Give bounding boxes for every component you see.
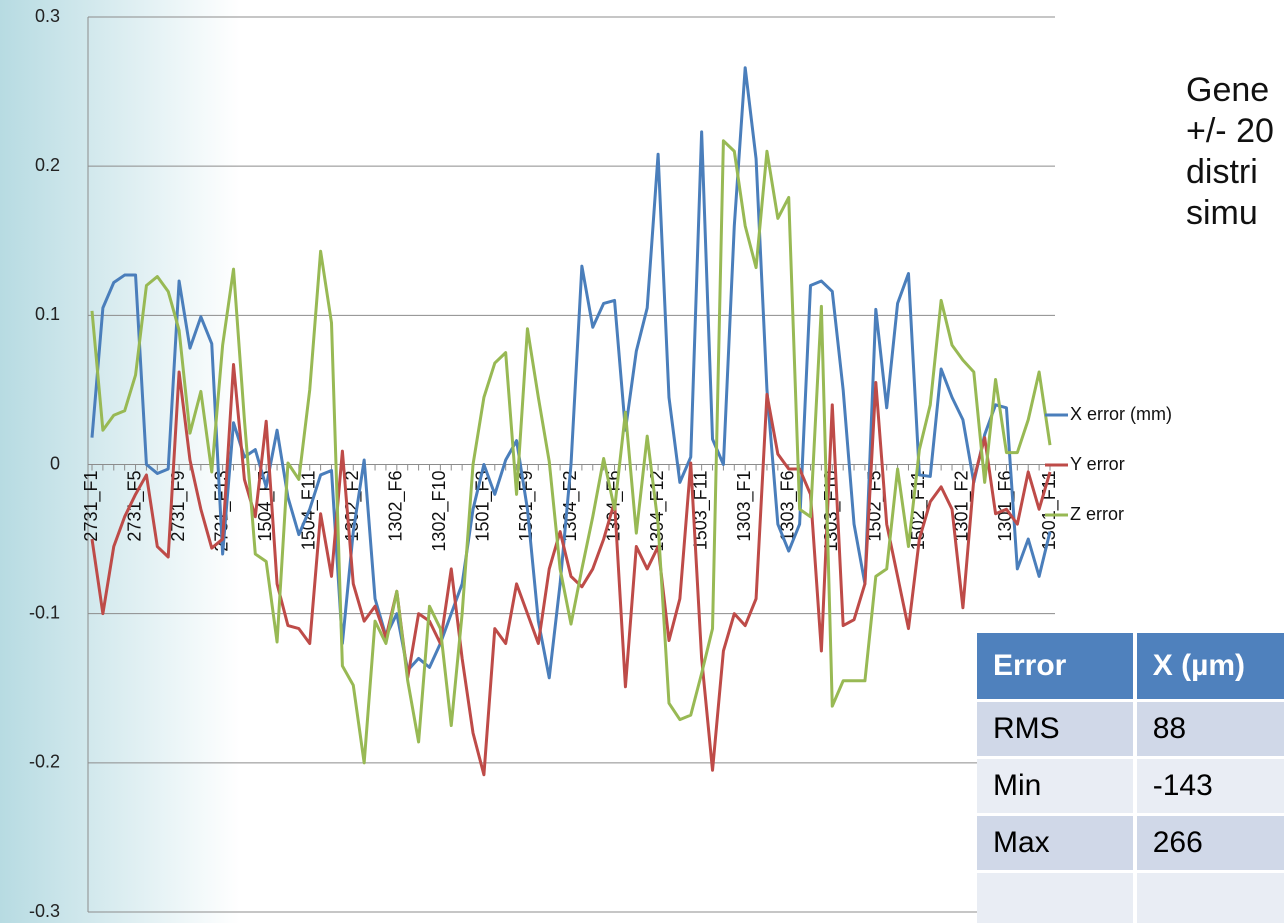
table-cell: [1136, 873, 1284, 923]
y-tick-label: 0.1: [35, 304, 60, 324]
table-cell: Min: [977, 759, 1133, 813]
y-tick-label: 0: [50, 453, 60, 473]
table-cell: X (µm): [1136, 633, 1284, 699]
table-row: Max 266: [977, 816, 1284, 870]
table-cell: [977, 873, 1133, 923]
legend-label: Z error: [1070, 504, 1124, 524]
table-cell: Max: [977, 816, 1133, 870]
x-tick-label: 1301_F2: [952, 471, 973, 542]
error-table: Error X (µm) RMS 88 Min -143 Max 266: [973, 630, 1288, 923]
side-line: distri: [1186, 153, 1258, 191]
series-line: [90, 66, 1052, 680]
table-cell: 266: [1136, 816, 1284, 870]
y-tick-label: 0.2: [35, 155, 60, 175]
side-line: simu: [1186, 194, 1258, 232]
table-cell: -143: [1136, 759, 1284, 813]
x-tick-label: 1303_F6: [777, 471, 798, 542]
side-text: Gene +/- 20 distri simu: [1186, 70, 1274, 234]
table-row: Error X (µm): [977, 633, 1284, 699]
table-cell: RMS: [977, 702, 1133, 756]
legend-label: X error (mm): [1070, 404, 1172, 424]
table-row: [977, 873, 1284, 923]
table-row: RMS 88: [977, 702, 1284, 756]
y-tick-label: -0.2: [29, 752, 60, 772]
y-tick-label: 0.3: [35, 6, 60, 26]
series-line: [90, 139, 1052, 765]
table-cell: Error: [977, 633, 1133, 699]
side-line: Gene: [1186, 71, 1270, 109]
y-tick-label: -0.3: [29, 901, 60, 921]
legend-label: Y error: [1070, 454, 1125, 474]
x-tick-label: 1302_F10: [429, 471, 450, 552]
table-cell: 88: [1136, 702, 1284, 756]
side-line: +/- 20: [1186, 112, 1274, 150]
x-tick-label: 1302_F6: [386, 471, 407, 542]
y-tick-label: -0.1: [29, 602, 60, 622]
table-row: Min -143: [977, 759, 1284, 813]
x-tick-label: 2731_F1: [81, 471, 102, 542]
x-tick-label: 1303_F1: [734, 471, 755, 542]
